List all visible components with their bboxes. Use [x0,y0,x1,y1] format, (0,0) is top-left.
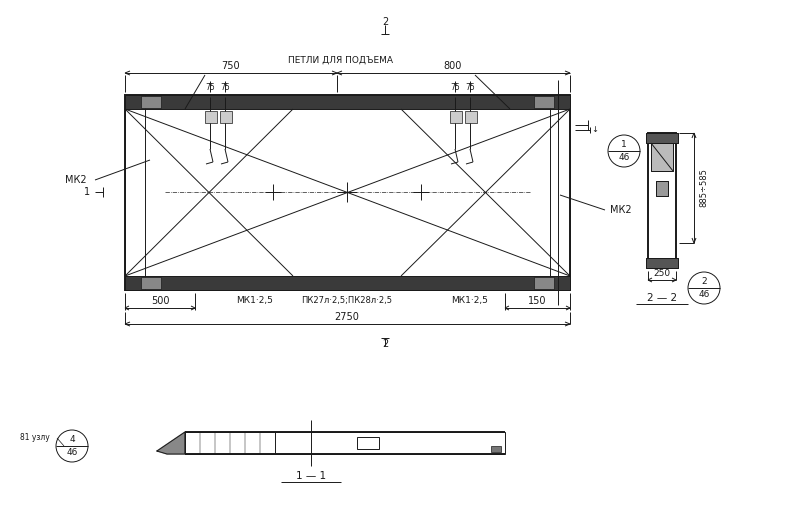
Text: 81 узлу: 81 узлу [20,433,50,443]
Text: 46: 46 [66,448,78,457]
Bar [465,111,477,123]
Bar [491,446,501,452]
Bar [648,133,676,268]
Bar [125,95,145,290]
Bar [651,143,673,171]
Bar [450,111,462,123]
Bar [656,181,668,196]
Text: МК1·2,5: МК1·2,5 [452,297,489,305]
Text: 46: 46 [698,290,710,299]
Text: 2750: 2750 [334,312,360,322]
Text: МК2: МК2 [610,205,632,215]
Text: ПК27л·2,5;ПК28л·2,5: ПК27л·2,5;ПК28л·2,5 [301,297,393,305]
Bar [185,432,505,454]
Bar [646,258,678,268]
Text: 2: 2 [382,339,388,349]
Bar [141,277,161,289]
Bar [220,111,232,123]
Text: МК2: МК2 [65,175,87,185]
Text: 4: 4 [69,436,75,444]
Text: 250: 250 [653,268,671,278]
Bar [656,181,668,196]
Bar [141,96,161,108]
Text: 500: 500 [151,296,169,306]
Text: ↓: ↓ [592,125,598,135]
Text: 885÷585: 885÷585 [700,169,708,207]
Bar [205,111,217,123]
Text: 2 — 2: 2 — 2 [647,293,677,303]
Bar [534,96,554,108]
Text: ПЕТЛИ ДЛЯ ПОДЪЕМА: ПЕТЛИ ДЛЯ ПОДЪЕМА [287,56,393,64]
Bar [646,258,678,268]
Text: 2: 2 [382,17,388,27]
Text: 2: 2 [701,278,707,286]
Bar [646,133,678,143]
Bar [534,277,554,289]
Text: 75: 75 [465,83,475,91]
Text: 46: 46 [619,153,630,162]
Bar [651,143,673,171]
Bar [646,133,678,143]
Text: 150: 150 [528,296,546,306]
Text: 75: 75 [450,83,460,91]
Text: 75: 75 [220,83,230,91]
Bar [357,437,379,449]
Bar [125,95,570,109]
Text: 1: 1 [621,140,627,150]
Bar [125,95,570,290]
Text: 800: 800 [444,61,462,71]
Bar [550,95,570,290]
Text: 750: 750 [222,61,240,71]
Polygon shape [157,432,185,454]
Bar [125,276,570,290]
Text: 1 — 1: 1 — 1 [296,471,326,481]
Text: 75: 75 [205,83,215,91]
Text: 1: 1 [84,187,90,197]
Text: МК1·2,5: МК1·2,5 [237,297,273,305]
